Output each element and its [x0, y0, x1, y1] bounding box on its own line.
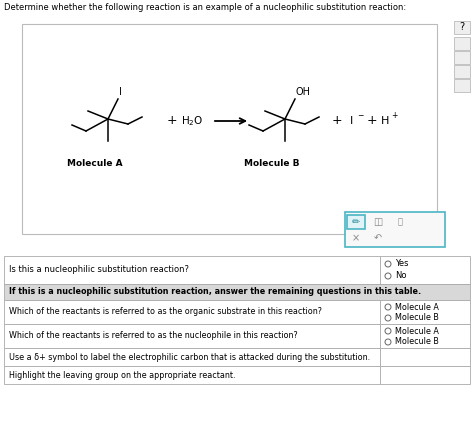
Text: ✏: ✏ — [352, 217, 360, 227]
Bar — [454, 21, 470, 34]
Text: Molecule A: Molecule A — [395, 302, 439, 311]
Text: H$_2$O: H$_2$O — [181, 114, 203, 128]
Text: Yes: Yes — [395, 260, 409, 269]
Text: Is this a nucleophilic substitution reaction?: Is this a nucleophilic substitution reac… — [9, 266, 189, 275]
Bar — [454, 65, 470, 78]
Text: Molecule B: Molecule B — [244, 159, 300, 168]
Text: Determine whether the following reaction is an example of a nucleophilic substit: Determine whether the following reaction… — [4, 3, 406, 12]
Text: ×: × — [352, 233, 360, 243]
Bar — [380, 256, 470, 284]
Text: +: + — [367, 115, 377, 127]
Bar — [4, 366, 380, 384]
Text: I: I — [350, 116, 354, 126]
Text: I: I — [119, 87, 122, 97]
Bar — [347, 215, 365, 229]
Text: ?: ? — [459, 22, 465, 33]
Text: OH: OH — [296, 87, 311, 97]
Bar — [4, 300, 380, 324]
Bar — [345, 212, 445, 247]
Bar — [22, 24, 437, 234]
Text: +: + — [391, 112, 397, 121]
Bar — [380, 324, 470, 348]
Bar — [380, 366, 470, 384]
Bar — [4, 256, 380, 284]
Text: ◫: ◫ — [374, 217, 383, 227]
Text: Molecule B: Molecule B — [395, 338, 439, 347]
Text: ⬜: ⬜ — [398, 218, 402, 227]
Text: +: + — [167, 115, 177, 127]
Text: If this is a nucleophilic substitution reaction, answer the remaining questions : If this is a nucleophilic substitution r… — [9, 287, 421, 296]
Text: Use a δ+ symbol to label the electrophilic carbon that is attacked during the su: Use a δ+ symbol to label the electrophil… — [9, 353, 370, 362]
Text: Molecule A: Molecule A — [67, 159, 123, 168]
Bar — [4, 348, 380, 366]
Text: Which of the reactants is referred to as the organic substrate in this reaction?: Which of the reactants is referred to as… — [9, 308, 322, 317]
Text: ↶: ↶ — [374, 233, 382, 243]
Text: −: − — [357, 112, 364, 121]
Bar — [380, 348, 470, 366]
Text: Which of the reactants is referred to as the nucleophile in this reaction?: Which of the reactants is referred to as… — [9, 332, 298, 341]
Bar — [454, 79, 470, 92]
Bar — [4, 324, 380, 348]
Bar — [4, 284, 470, 300]
Text: No: No — [395, 272, 407, 281]
Text: Highlight the leaving group on the appropriate reactant.: Highlight the leaving group on the appro… — [9, 371, 236, 380]
Bar — [380, 300, 470, 324]
Text: H: H — [381, 116, 389, 126]
Text: Molecule A: Molecule A — [395, 326, 439, 335]
Bar — [454, 51, 470, 64]
Text: +: + — [332, 115, 342, 127]
Bar — [454, 37, 470, 50]
Text: Molecule B: Molecule B — [395, 314, 439, 323]
